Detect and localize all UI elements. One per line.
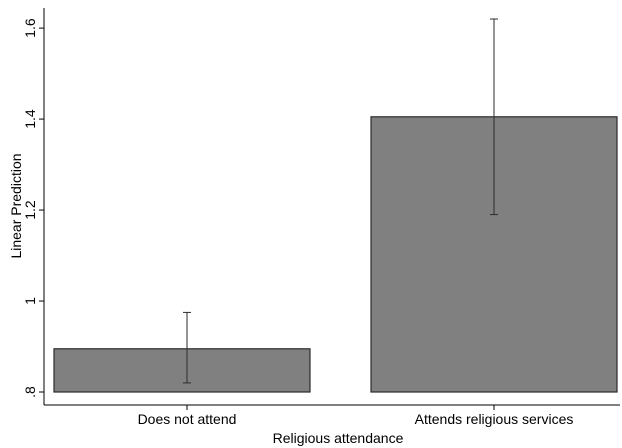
x-axis: Does not attend Attends religious service…: [44, 404, 620, 427]
x-tick-label: Does not attend: [138, 411, 237, 427]
plot-area: [53, 18, 618, 393]
y-axis: .8 1 1.2 1.4 1.6: [22, 8, 45, 405]
y-tick-label: .8: [22, 386, 38, 398]
y-tick-label: 1: [22, 297, 38, 305]
y-tick-label: 1.2: [22, 200, 38, 220]
x-tick-label: Attends religious services: [415, 411, 574, 427]
x-axis-title: Religious attendance: [273, 430, 404, 446]
y-tick-label: 1.6: [22, 18, 38, 38]
y-tick-label: 1.4: [22, 109, 38, 129]
y-axis-title: Linear Prediction: [8, 153, 24, 258]
bar: [53, 348, 311, 393]
